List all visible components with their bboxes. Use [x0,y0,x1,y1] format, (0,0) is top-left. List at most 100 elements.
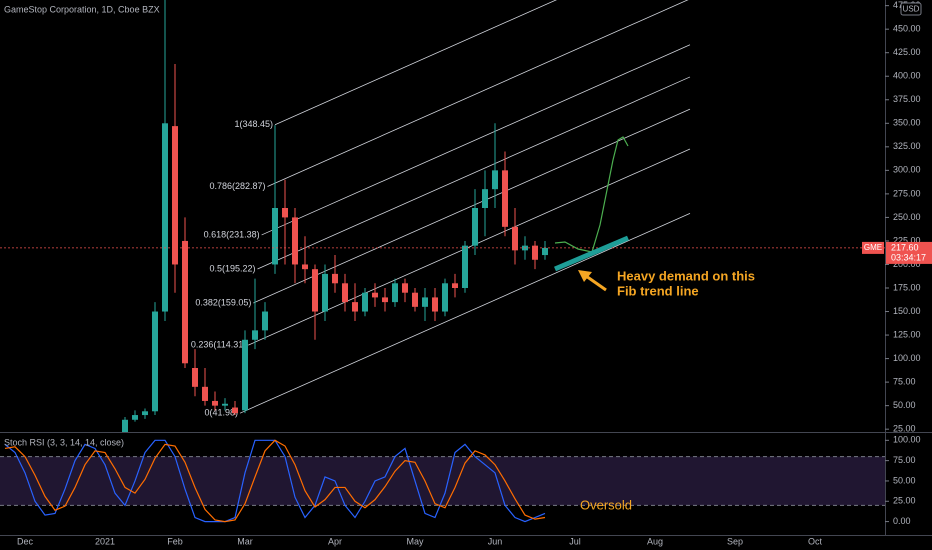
candle-body [492,170,498,190]
fib-level-label: 0.5(195.22) [209,263,255,273]
candle-body [412,292,418,307]
y-tick-label: 150.00 [893,306,921,316]
candle-body [292,217,298,265]
candle-body [392,283,398,303]
fib-level-label: 0.382(159.05) [195,297,251,307]
candle-body [182,240,188,364]
candle-body [472,208,478,246]
x-tick-label: Apr [328,536,342,546]
fib-level-label: 0.236(114.31) [191,339,246,349]
candle-body [272,208,278,265]
candle-body [242,339,248,411]
price-tag [886,241,932,264]
candle-body [192,368,198,387]
fib-level-line [248,148,691,346]
symbol-tag-label: GME [864,243,882,252]
y-tick-label: 400.00 [893,71,921,81]
fib-level-label: 0.618(231.38) [204,229,260,239]
y-tick-label: 50.00 [893,475,916,485]
x-tick-label: Jul [569,536,581,546]
x-tick-label: Jun [488,536,503,546]
x-tick-label: Feb [167,536,183,546]
candle-body [262,311,268,331]
arrow-shaft [585,274,607,292]
y-tick-label: 300.00 [893,165,921,175]
candle-body [462,245,468,288]
projection-path [554,136,629,253]
candle-body [442,283,448,312]
candle-body [132,415,138,420]
candle-body [332,273,338,284]
candle-body [142,411,148,416]
y-tick-label: 350.00 [893,118,921,128]
candle-body [342,283,348,303]
candle-body [362,292,368,312]
candle-body [382,297,388,303]
chart-title: GameStop Corporation, 1D, Cboe BZX [4,4,160,14]
x-tick-label: Mar [237,536,253,546]
stoch-line [4,439,546,523]
y-tick-label: 250.00 [893,212,921,222]
price-tag-value: 217.60 [891,242,919,252]
y-tick-label: 450.00 [893,24,921,34]
symbol-tag [862,241,884,254]
candle-body [422,297,428,307]
fib-level-line [267,0,689,187]
main-pane: 1(348.45) 0.786(282.87) 0.618(231.38) 0.5(1… [0,0,885,432]
candle-body [172,126,178,265]
y-tick-label: 100.00 [893,353,921,363]
candle-body [122,419,128,432]
annotation: Oversold [580,497,632,512]
candle-body [282,208,288,218]
candle-body [542,247,548,256]
y-tick-label: 275.00 [893,188,921,198]
y-tick-label: 75.00 [893,455,916,465]
fib-level-line [274,0,557,126]
y-tick-label: 125.00 [893,329,921,339]
annotation: Fib trend line [617,283,699,298]
candle-body [162,123,168,312]
y-tick-label: 25.00 [893,496,916,506]
candle-body [512,226,518,251]
candle-body [452,283,458,288]
fib-level-label: 0(41.98) [204,408,238,418]
currency-button[interactable] [900,2,922,16]
arrow-head [578,270,592,282]
y-tick-label: 0.00 [893,516,911,526]
y-tick-label: 100.00 [893,435,921,445]
currency[interactable]: USD [903,5,920,14]
x-tick-label: Aug [647,536,663,546]
demand-trend-line [554,235,629,272]
x-tick-label: May [406,536,424,546]
y-tick-label: 25.00 [893,424,916,434]
fib-level-line [257,76,691,270]
y-tick-label: 225.00 [893,235,921,245]
fib-level-line [261,44,691,236]
candle-body [402,283,408,293]
y-tick-label: 425.00 [893,47,921,57]
indicator-title: Stoch RSI (3, 3, 14, 14, close) [4,437,124,447]
candle-body [312,269,318,312]
band-fill [0,456,885,506]
candle-body [532,245,538,260]
candle-body [152,311,158,412]
fib-level-label: 0.786(282.87) [209,181,265,191]
fib-level-line [239,213,691,414]
x-tick-label: Sep [727,536,743,546]
candle-body [212,400,218,406]
candle-body [202,386,208,401]
axes: 25.00 50.00 75.00 100.00 125.00 150.00 175.00 2… [17,0,932,546]
annotation: Heavy demand on this [617,268,755,283]
candle-body [482,189,488,208]
y-tick-label: 75.00 [893,376,916,386]
candle-body [502,170,508,227]
x-tick-label: Oct [808,536,823,546]
candle-body [322,273,328,312]
drawings: Heavy demand on this Fib trend line Over… [554,136,755,512]
fib-level-label: 1(348.45) [234,119,273,129]
y-tick-label: 375.00 [893,94,921,104]
candle-body [252,330,258,340]
countdown: 03:34:17 [891,252,926,262]
